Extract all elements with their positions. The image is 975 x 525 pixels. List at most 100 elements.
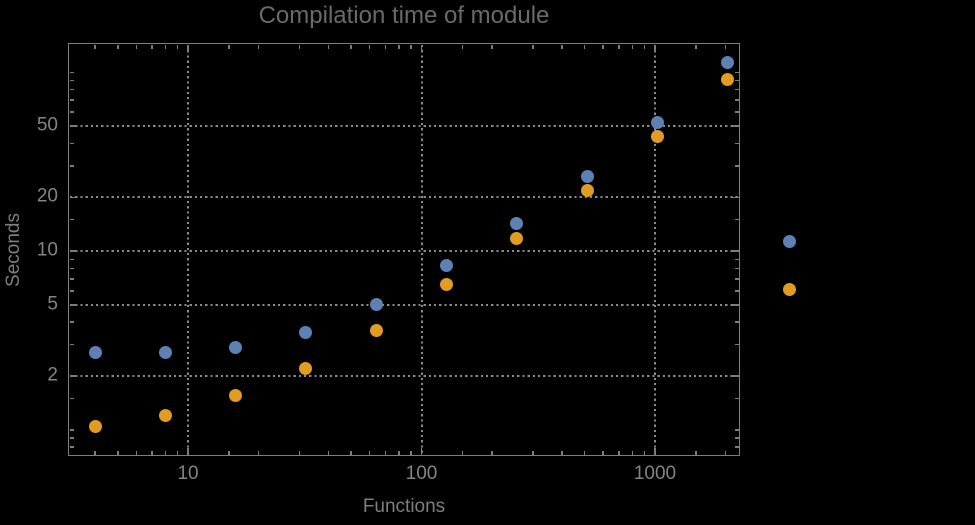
tick-mark xyxy=(298,44,301,49)
tick-mark xyxy=(164,44,167,49)
tick-mark xyxy=(731,304,739,306)
tick-mark xyxy=(618,450,620,455)
tick-mark xyxy=(731,125,739,127)
tick-mark xyxy=(350,450,352,455)
data-point-series-orange xyxy=(721,72,735,86)
data-point-series-blue xyxy=(158,346,172,360)
tick-mark xyxy=(461,44,464,49)
tick-mark xyxy=(583,450,586,455)
tick-mark xyxy=(69,165,74,167)
tick-mark xyxy=(69,429,74,431)
tick-mark xyxy=(69,142,74,145)
gridline-horizontal xyxy=(69,250,739,253)
tick-mark xyxy=(69,196,77,199)
tick-mark xyxy=(643,450,646,455)
gridline-horizontal xyxy=(69,375,739,378)
y-tick-label: 5 xyxy=(47,293,58,315)
tick-mark xyxy=(69,79,74,82)
data-point-series-orange xyxy=(440,278,454,292)
tick-mark xyxy=(151,450,153,455)
tick-mark xyxy=(384,44,387,49)
tick-mark xyxy=(69,446,74,448)
tick-mark xyxy=(561,450,563,455)
tick-mark xyxy=(69,278,74,280)
tick-mark xyxy=(420,44,423,52)
tick-mark xyxy=(695,44,697,49)
tick-mark xyxy=(69,99,74,101)
x-tick-label: 100 xyxy=(405,463,438,484)
tick-mark xyxy=(187,447,189,455)
tick-mark xyxy=(164,450,167,455)
y-tick-label: 50 xyxy=(36,114,58,136)
y-axis-title: Seconds xyxy=(3,212,24,287)
tick-mark xyxy=(257,44,260,49)
tick-mark xyxy=(491,44,493,49)
y-tick-label: 2 xyxy=(47,364,58,386)
tick-mark xyxy=(583,44,586,49)
tick-mark xyxy=(654,447,656,455)
tick-mark xyxy=(298,450,301,455)
tick-mark xyxy=(94,44,96,49)
data-point-series-blue xyxy=(299,326,313,340)
tick-mark xyxy=(734,437,739,439)
tick-mark xyxy=(734,79,739,82)
data-point-series-orange xyxy=(580,184,594,198)
x-tick-label: 1000 xyxy=(633,463,677,484)
tick-mark xyxy=(734,258,739,261)
tick-mark xyxy=(532,450,534,455)
tick-mark xyxy=(731,375,739,377)
data-point-series-blue xyxy=(88,346,102,360)
data-point-series-blue xyxy=(510,217,524,231)
tick-mark xyxy=(734,343,739,346)
tick-mark xyxy=(461,450,464,455)
data-point-series-orange xyxy=(88,419,102,433)
gridline-vertical xyxy=(420,44,423,455)
data-point-series-blue xyxy=(229,340,243,354)
tick-mark xyxy=(398,44,400,49)
tick-mark xyxy=(69,343,74,346)
tick-mark xyxy=(410,450,412,455)
tick-mark xyxy=(69,88,74,91)
data-point-series-blue xyxy=(440,259,454,273)
plot-frame xyxy=(68,43,740,456)
tick-mark xyxy=(734,290,739,292)
tick-mark xyxy=(368,450,371,455)
gridline-horizontal xyxy=(69,125,739,128)
tick-mark xyxy=(734,142,739,145)
tick-mark xyxy=(734,165,739,167)
tick-mark xyxy=(69,375,77,377)
tick-mark xyxy=(176,450,179,455)
tick-mark xyxy=(117,450,119,455)
tick-mark xyxy=(602,450,604,455)
tick-mark xyxy=(228,44,230,49)
tick-mark xyxy=(69,125,77,127)
tick-mark xyxy=(654,44,656,52)
chart-title: Compilation time of module xyxy=(258,2,550,29)
tick-mark xyxy=(350,44,352,49)
tick-mark xyxy=(420,447,423,455)
tick-mark xyxy=(734,446,739,448)
tick-mark xyxy=(69,304,77,306)
tick-mark xyxy=(151,44,153,49)
x-axis-title: Functions xyxy=(362,496,446,517)
data-point-series-blue xyxy=(369,297,383,311)
tick-mark xyxy=(69,258,74,261)
tick-mark xyxy=(631,44,634,49)
tick-mark xyxy=(734,278,739,280)
tick-mark xyxy=(561,44,563,49)
tick-mark xyxy=(731,196,739,199)
data-point-series-orange xyxy=(158,409,172,423)
tick-mark xyxy=(117,44,119,49)
tick-mark xyxy=(176,44,179,49)
tick-mark xyxy=(69,267,74,270)
tick-mark xyxy=(695,450,697,455)
tick-mark xyxy=(228,450,230,455)
tick-mark xyxy=(734,99,739,101)
tick-mark xyxy=(643,44,646,49)
tick-mark xyxy=(384,450,387,455)
tick-mark xyxy=(135,450,138,455)
tick-mark xyxy=(491,450,493,455)
tick-mark xyxy=(257,450,260,455)
tick-mark xyxy=(69,321,74,323)
